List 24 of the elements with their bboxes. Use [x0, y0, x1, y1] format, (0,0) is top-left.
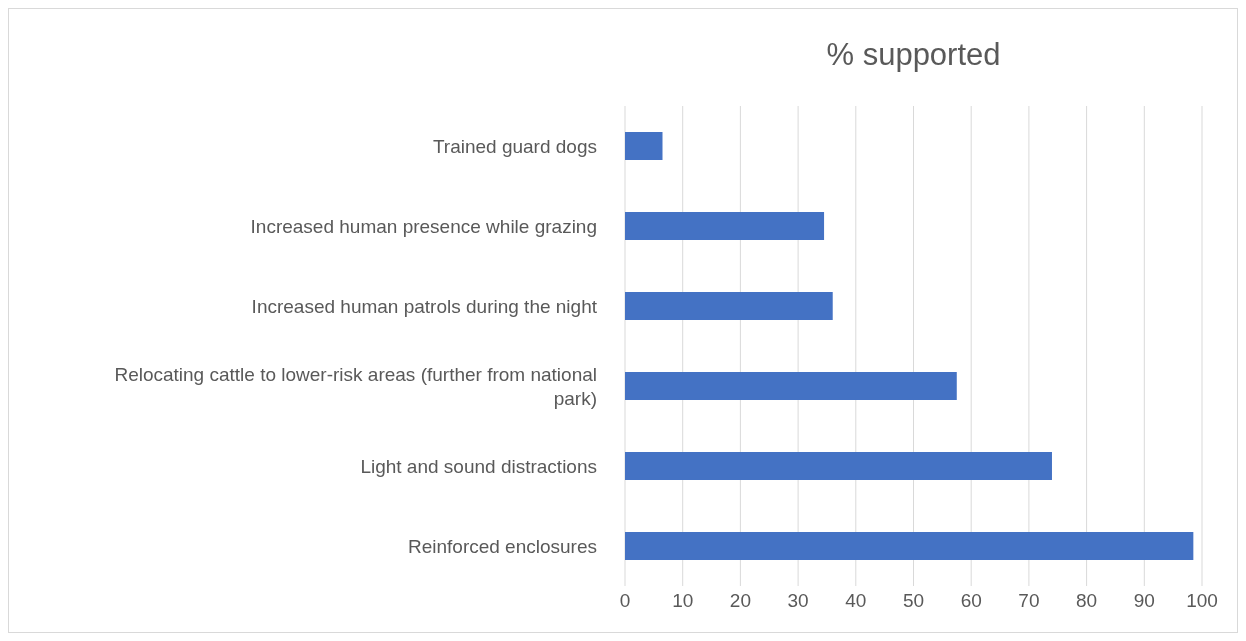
bar: [625, 532, 1194, 560]
x-tick-label: 100: [1186, 590, 1218, 612]
bar: [625, 132, 663, 160]
x-tick-label: 0: [619, 590, 631, 612]
y-tick-label: Trained guard dogs: [432, 135, 597, 157]
x-tick-label: 20: [729, 590, 751, 612]
bar: [625, 212, 825, 240]
x-tick-label: 50: [902, 590, 925, 612]
x-tick-label: 70: [1018, 590, 1040, 612]
bar: [625, 292, 833, 320]
chart-title: % supported: [825, 37, 1002, 73]
x-tick-label: 30: [787, 590, 809, 612]
x-tick-label: 40: [845, 590, 867, 612]
y-tick-label: Increased human presence while grazing: [250, 215, 597, 237]
y-tick-label: Light and sound distractions: [360, 455, 597, 477]
x-tick-label: 60: [960, 590, 982, 612]
x-tick-label: 80: [1076, 590, 1098, 612]
y-tick-label: Increased human patrols during the night: [251, 295, 598, 317]
bar: [625, 452, 1052, 480]
x-tick-label: 90: [1133, 590, 1155, 612]
y-tick-label: Reinforced enclosures: [407, 535, 597, 557]
bar: [625, 372, 957, 400]
y-tick-label: Relocating cattle to lower-risk areas (further from national park): [114, 363, 597, 409]
x-tick-label: 10: [672, 590, 694, 612]
